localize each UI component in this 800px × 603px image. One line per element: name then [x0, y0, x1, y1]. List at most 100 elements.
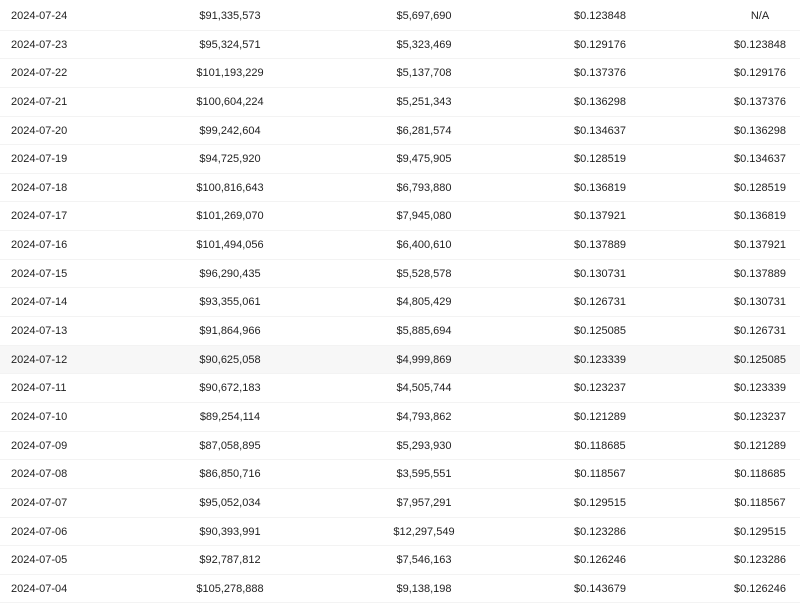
market-cap-cell: $101,193,229 [196, 67, 264, 80]
price-cell: $0.123286 [574, 525, 626, 538]
market-cap-cell: $87,058,895 [199, 439, 261, 452]
previous-price-cell: $0.128519 [734, 181, 786, 194]
previous-price-cell: $0.136819 [734, 210, 786, 223]
price-cell: $0.137376 [574, 67, 626, 80]
table-row[interactable]: 2024-07-09 $87,058,895 $5,293,930 $0.118685… [0, 432, 800, 461]
date-cell: 2024-07-24 [11, 10, 68, 22]
volume-cell: $6,793,880 [396, 181, 452, 194]
table-row[interactable]: 2024-07-16 $101,494,056 $6,400,610 $0.13788… [0, 231, 800, 260]
market-cap-cell: $101,494,056 [196, 239, 264, 252]
table-row[interactable]: 2024-07-15 $96,290,435 $5,528,578 $0.130731… [0, 260, 800, 289]
volume-cell: $4,999,869 [396, 353, 452, 366]
market-cap-cell: $100,816,643 [196, 181, 264, 194]
market-cap-cell: $91,335,573 [199, 10, 261, 22]
previous-price-cell: $0.126731 [734, 325, 786, 338]
date-cell: 2024-07-18 [11, 181, 68, 194]
date-cell: 2024-07-06 [11, 525, 68, 538]
volume-cell: $5,137,708 [396, 67, 452, 80]
previous-price-cell: $0.129515 [734, 525, 786, 538]
market-cap-cell: $93,355,061 [199, 296, 261, 309]
previous-price-cell: $0.137921 [734, 239, 786, 252]
price-cell: $0.123237 [574, 382, 626, 395]
table-row[interactable]: 2024-07-08 $86,850,716 $3,595,551 $0.118567… [0, 460, 800, 489]
table-row[interactable]: 2024-07-14 $93,355,061 $4,805,429 $0.126731… [0, 288, 800, 318]
volume-cell: $5,251,343 [396, 95, 452, 108]
date-cell: 2024-07-19 [11, 153, 68, 166]
table-row[interactable]: 2024-07-13 $91,864,966 $5,885,694 $0.125085… [0, 317, 800, 346]
previous-price-cell: $0.129176 [734, 67, 786, 80]
table-row[interactable]: 2024-07-19 $94,725,920 $9,475,905 $0.128519… [0, 145, 800, 174]
date-cell: 2024-07-07 [11, 496, 68, 509]
market-cap-cell: $100,604,224 [196, 95, 264, 108]
price-cell: $0.136819 [574, 181, 626, 194]
previous-price-cell: $0.126246 [734, 582, 786, 595]
price-cell: $0.126731 [574, 296, 626, 309]
table-row[interactable]: 2024-07-24 $91,335,573 $5,697,690 $0.123848… [0, 2, 800, 31]
market-cap-cell: $105,278,888 [196, 582, 264, 595]
market-cap-cell: $90,393,991 [199, 525, 261, 538]
market-cap-cell: $92,787,812 [199, 554, 261, 567]
table-row[interactable]: 2024-07-07 $95,052,034 $7,957,291 $0.129515… [0, 489, 800, 518]
previous-price-cell: $0.118567 [734, 496, 786, 509]
date-cell: 2024-07-22 [11, 67, 68, 80]
previous-price-cell: $0.123339 [734, 382, 786, 395]
date-cell: 2024-07-13 [11, 325, 68, 338]
price-cell: $0.137921 [574, 210, 626, 223]
table-row[interactable]: 2024-07-05 $92,787,812 $7,546,163 $0.126246… [0, 546, 800, 575]
price-cell: $0.125085 [574, 325, 626, 338]
date-cell: 2024-07-05 [11, 554, 68, 567]
previous-price-cell: N/A [750, 10, 770, 22]
volume-cell: $4,805,429 [396, 296, 452, 309]
table-row[interactable]: 2024-07-06 $90,393,991 $12,297,549 $0.12328… [0, 518, 800, 547]
table-row[interactable]: 2024-07-20 $99,242,604 $6,281,574 $0.134637… [0, 117, 800, 146]
price-cell: $0.129515 [574, 496, 626, 509]
previous-price-cell: $0.123237 [734, 410, 786, 423]
price-cell: $0.118685 [574, 439, 626, 452]
price-cell: $0.134637 [574, 124, 626, 137]
table-row[interactable]: 2024-07-21 $100,604,224 $5,251,343 $0.13629… [0, 88, 800, 117]
volume-cell: $3,595,551 [396, 468, 452, 481]
volume-cell: $5,528,578 [396, 267, 452, 280]
volume-cell: $9,475,905 [396, 153, 452, 166]
price-cell: $0.137889 [574, 239, 626, 252]
table-row[interactable]: 2024-07-12 $90,625,058 $4,999,869 $0.123339… [0, 345, 800, 375]
date-cell: 2024-07-21 [11, 95, 68, 108]
market-cap-cell: $90,672,183 [199, 382, 261, 395]
table-row[interactable]: 2024-07-22 $101,193,229 $5,137,708 $0.13737… [0, 59, 800, 88]
date-cell: 2024-07-08 [11, 468, 68, 481]
volume-cell: $7,957,291 [396, 496, 452, 509]
previous-price-cell: $0.123286 [734, 554, 786, 567]
date-cell: 2024-07-23 [11, 38, 68, 51]
date-cell: 2024-07-14 [11, 296, 68, 309]
volume-cell: $5,885,694 [396, 325, 452, 338]
table-row[interactable]: 2024-07-23 $95,324,571 $5,323,469 $0.129176… [0, 31, 800, 60]
date-cell: 2024-07-11 [11, 382, 67, 395]
market-cap-cell: $94,725,920 [199, 153, 261, 166]
volume-cell: $7,546,163 [396, 554, 452, 567]
date-cell: 2024-07-10 [11, 410, 68, 423]
price-cell: $0.130731 [574, 267, 626, 280]
previous-price-cell: $0.121289 [734, 439, 786, 452]
previous-price-cell: $0.123848 [734, 38, 786, 51]
price-cell: $0.136298 [574, 95, 626, 108]
table-row[interactable]: 2024-07-11 $90,672,183 $4,505,744 $0.123237… [0, 374, 800, 403]
price-cell: $0.123848 [574, 10, 626, 22]
table-row[interactable]: 2024-07-10 $89,254,114 $4,793,862 $0.121289… [0, 403, 800, 432]
date-cell: 2024-07-09 [11, 439, 68, 452]
previous-price-cell: $0.137889 [734, 267, 786, 280]
table-row[interactable]: 2024-07-17 $101,269,070 $7,945,080 $0.13792… [0, 202, 800, 232]
previous-price-cell: $0.136298 [734, 124, 786, 137]
volume-cell: $4,505,744 [396, 382, 452, 395]
date-cell: 2024-07-20 [11, 124, 68, 137]
date-cell: 2024-07-12 [11, 353, 68, 366]
date-cell: 2024-07-17 [11, 210, 68, 223]
table-row[interactable]: 2024-07-18 $100,816,643 $6,793,880 $0.13681… [0, 174, 800, 203]
previous-price-cell: $0.134637 [734, 153, 786, 166]
table-row[interactable]: 2024-07-04 $105,278,888 $9,138,198 $0.14367… [0, 575, 800, 603]
volume-cell: $12,297,549 [393, 525, 455, 538]
previous-price-cell: $0.118685 [734, 468, 786, 481]
previous-price-cell: $0.137376 [734, 95, 786, 108]
volume-cell: $5,323,469 [396, 38, 452, 51]
market-cap-cell: $86,850,716 [199, 468, 261, 481]
